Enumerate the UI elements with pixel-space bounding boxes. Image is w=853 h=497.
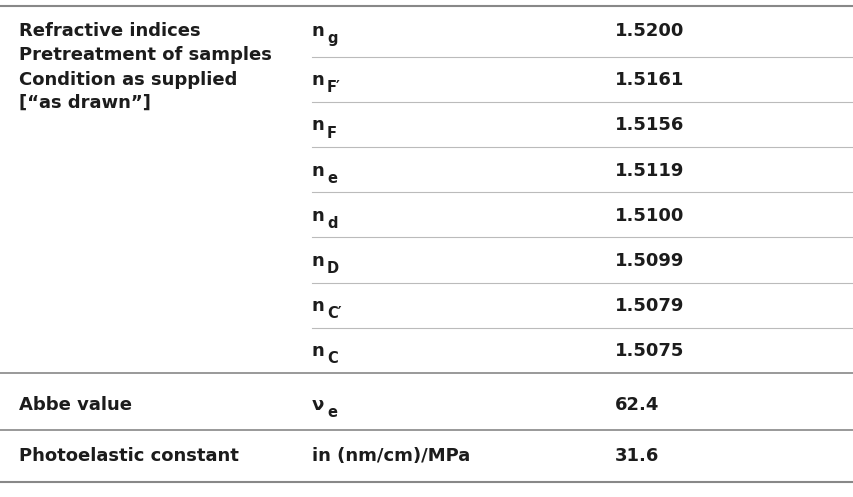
Text: 1.5200: 1.5200 xyxy=(614,22,683,40)
Text: n: n xyxy=(311,207,324,225)
Text: 1.5079: 1.5079 xyxy=(614,297,683,315)
Text: g: g xyxy=(327,31,337,47)
Text: n: n xyxy=(311,297,324,315)
Text: d: d xyxy=(327,216,337,231)
Text: n: n xyxy=(311,116,324,134)
Text: 1.5099: 1.5099 xyxy=(614,252,683,270)
Text: C: C xyxy=(327,351,338,366)
Text: Abbe value: Abbe value xyxy=(19,396,131,414)
Text: e: e xyxy=(327,405,337,420)
Text: ν: ν xyxy=(311,396,323,414)
Text: Pretreatment of samples: Pretreatment of samples xyxy=(19,46,271,65)
Text: Condition as supplied: Condition as supplied xyxy=(19,71,237,89)
Text: Refractive indices: Refractive indices xyxy=(19,22,200,40)
Text: n: n xyxy=(311,162,324,179)
Text: F: F xyxy=(327,126,337,141)
Text: 1.5161: 1.5161 xyxy=(614,71,683,89)
Text: C′: C′ xyxy=(327,306,341,321)
Text: [“as drawn”]: [“as drawn”] xyxy=(19,94,150,112)
Text: F′: F′ xyxy=(327,81,340,95)
Text: n: n xyxy=(311,71,324,89)
Text: 62.4: 62.4 xyxy=(614,396,659,414)
Text: 1.5156: 1.5156 xyxy=(614,116,683,134)
Text: n: n xyxy=(311,252,324,270)
Text: 1.5119: 1.5119 xyxy=(614,162,683,179)
Text: Photoelastic constant: Photoelastic constant xyxy=(19,447,238,465)
Text: D: D xyxy=(327,261,339,276)
Text: in (nm/cm)/MPa: in (nm/cm)/MPa xyxy=(311,447,469,465)
Text: n: n xyxy=(311,342,324,360)
Text: 31.6: 31.6 xyxy=(614,447,659,465)
Text: 1.5075: 1.5075 xyxy=(614,342,683,360)
Text: 1.5100: 1.5100 xyxy=(614,207,683,225)
Text: n: n xyxy=(311,22,324,40)
Text: e: e xyxy=(327,170,337,186)
